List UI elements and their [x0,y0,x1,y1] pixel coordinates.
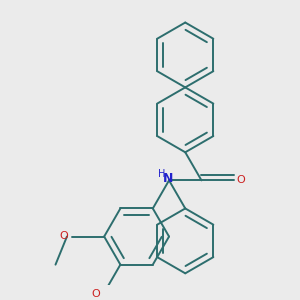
Text: O: O [237,175,246,185]
Text: N: N [162,172,173,185]
Text: H: H [158,169,166,179]
Text: O: O [91,289,100,299]
Text: O: O [59,231,68,241]
